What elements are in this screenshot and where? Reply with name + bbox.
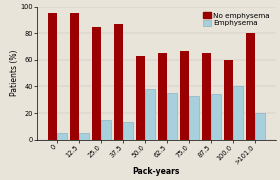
- Bar: [167, 93, 177, 140]
- Bar: [70, 13, 80, 140]
- X-axis label: Pack-years: Pack-years: [133, 167, 180, 176]
- Legend: No emphysema, Emphysema: No emphysema, Emphysema: [201, 10, 272, 29]
- Bar: [224, 60, 233, 140]
- Bar: [255, 113, 265, 140]
- Bar: [114, 24, 123, 140]
- Bar: [145, 89, 155, 140]
- Bar: [211, 94, 221, 140]
- Bar: [92, 27, 101, 140]
- Bar: [48, 13, 57, 140]
- Bar: [80, 133, 89, 140]
- Bar: [136, 56, 145, 140]
- Y-axis label: Patients (%): Patients (%): [10, 50, 19, 96]
- Bar: [233, 87, 243, 140]
- Bar: [57, 133, 67, 140]
- Bar: [202, 53, 211, 140]
- Bar: [158, 53, 167, 140]
- Bar: [123, 122, 133, 140]
- Bar: [189, 96, 199, 140]
- Bar: [246, 33, 255, 140]
- Bar: [101, 120, 111, 140]
- Bar: [180, 51, 189, 140]
